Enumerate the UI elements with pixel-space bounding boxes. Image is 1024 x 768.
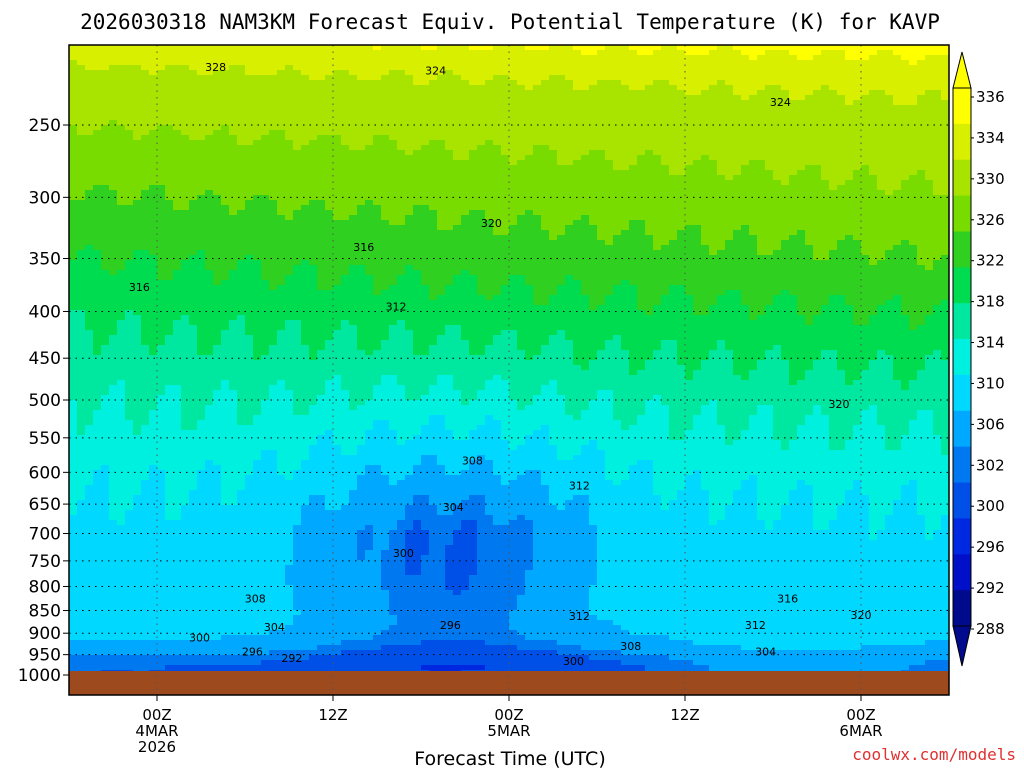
- contour-label: 316: [129, 281, 150, 294]
- colorbar-label: 330: [976, 170, 1005, 188]
- colorbar-label: 336: [976, 88, 1005, 106]
- y-tick-label: 1000: [18, 666, 61, 686]
- colorbar-label: 302: [976, 456, 1005, 474]
- contour-label: 300: [563, 655, 584, 668]
- contour-label: 304: [755, 646, 776, 659]
- colorbar-swatch: [953, 482, 971, 519]
- colorbar-label: 322: [976, 252, 1005, 270]
- colorbar: 336 334 330 326 322 318 314 310 306 302 300 296 292 2…: [952, 51, 1005, 667]
- x-tick-label: 5MAR: [487, 722, 530, 740]
- colorbar-label: 306: [976, 415, 1005, 433]
- contour-label: 312: [386, 300, 407, 313]
- contour-label: 300: [393, 547, 414, 560]
- colorbar-label: 334: [976, 129, 1005, 147]
- contour-label: 312: [569, 479, 590, 492]
- contour-label: 316: [777, 593, 798, 606]
- contour-label: 308: [620, 640, 641, 653]
- y-tick-label: 300: [29, 188, 61, 208]
- y-tick-label: 900: [29, 624, 61, 644]
- contour-label: 296: [440, 619, 461, 632]
- site-credit: coolwx.com/models: [852, 745, 1016, 764]
- contour-label: 296: [242, 646, 263, 659]
- colorbar-swatch: [953, 554, 971, 591]
- colorbar-swatch: [953, 590, 971, 627]
- colorbar-label: 288: [976, 620, 1005, 638]
- y-tick-label: 400: [29, 302, 61, 322]
- colorbar-swatch: [953, 159, 971, 197]
- x-tick-label: 00Z: [494, 706, 523, 724]
- contour-label: 324: [770, 96, 791, 109]
- contour-labels: 328 324 324 320 316 316 312 320 308 312 304 300 308 3…: [129, 61, 872, 668]
- contour-label: 324: [425, 65, 446, 78]
- y-tick-label: 750: [29, 552, 61, 572]
- colorbar-swatch: [953, 410, 971, 448]
- colorbar-swatch: [953, 446, 971, 484]
- x-tick-label: 4MAR: [135, 722, 178, 740]
- colorbar-swatch: [953, 123, 971, 161]
- colorbar-top-arrow: [952, 51, 972, 89]
- colorbar-label: 318: [976, 293, 1005, 311]
- contour-label: 316: [353, 241, 374, 254]
- y-tick-label: 650: [29, 495, 61, 515]
- chart-title: 2026030318 NAM3KM Forecast Equiv. Potent…: [80, 10, 940, 34]
- x-axis-label: Forecast Time (UTC): [414, 748, 605, 768]
- y-tick-label: 600: [29, 463, 61, 483]
- contour-label: 308: [462, 454, 483, 467]
- colorbar-label: 300: [976, 497, 1005, 515]
- contour-label: 320: [829, 398, 850, 411]
- colorbar-swatch: [953, 231, 971, 268]
- colorbar-label: 326: [976, 211, 1005, 229]
- grid-lines: [69, 45, 949, 695]
- colorbar-swatch: [953, 88, 971, 125]
- contour-label: 328: [205, 61, 226, 74]
- x-tick-label: 12Z: [318, 706, 347, 724]
- colorbar-label: 292: [976, 579, 1005, 597]
- x-tick-label: 12Z: [670, 706, 699, 724]
- y-tick-label: 450: [29, 349, 61, 369]
- colorbar-swatch: [953, 518, 971, 555]
- colorbar-frame: [952, 87, 972, 627]
- y-axis-ticks: 2503003504004505005506006507007508008509…: [18, 116, 69, 686]
- x-tick-label: 2026: [138, 738, 176, 756]
- contour-label: 292: [281, 652, 302, 665]
- x-tick-label: 00Z: [846, 706, 875, 724]
- y-tick-label: 350: [29, 249, 61, 269]
- colorbar-label: 314: [976, 334, 1005, 352]
- colorbar-swatch: [953, 303, 971, 340]
- contour-label: 304: [264, 621, 285, 634]
- contour-label: 312: [569, 610, 590, 623]
- contour-label: 308: [245, 593, 266, 606]
- y-tick-label: 700: [29, 524, 61, 544]
- x-tick-label: 00Z: [142, 706, 171, 724]
- colorbar-swatch: [953, 267, 971, 304]
- theta-e-field: [69, 45, 949, 695]
- y-tick-label: 500: [29, 391, 61, 411]
- colorbar-swatch: [953, 339, 971, 376]
- contour-label: 320: [851, 609, 872, 622]
- y-tick-label: 950: [29, 646, 61, 666]
- y-tick-label: 250: [29, 116, 61, 136]
- colorbar-label: 296: [976, 538, 1005, 556]
- colorbar-swatch: [953, 374, 971, 412]
- y-tick-label: 850: [29, 602, 61, 622]
- x-tick-label: 6MAR: [839, 722, 882, 740]
- contour-label: 304: [443, 501, 464, 514]
- y-tick-label: 800: [29, 577, 61, 597]
- contour-label: 320: [481, 217, 502, 230]
- colorbar-label: 310: [976, 374, 1005, 392]
- y-tick-label: 550: [29, 429, 61, 449]
- contour-label: 300: [189, 632, 210, 645]
- contour-label: 312: [745, 619, 766, 632]
- colorbar-swatch: [953, 195, 971, 232]
- colorbar-bottom-arrow: [952, 625, 972, 667]
